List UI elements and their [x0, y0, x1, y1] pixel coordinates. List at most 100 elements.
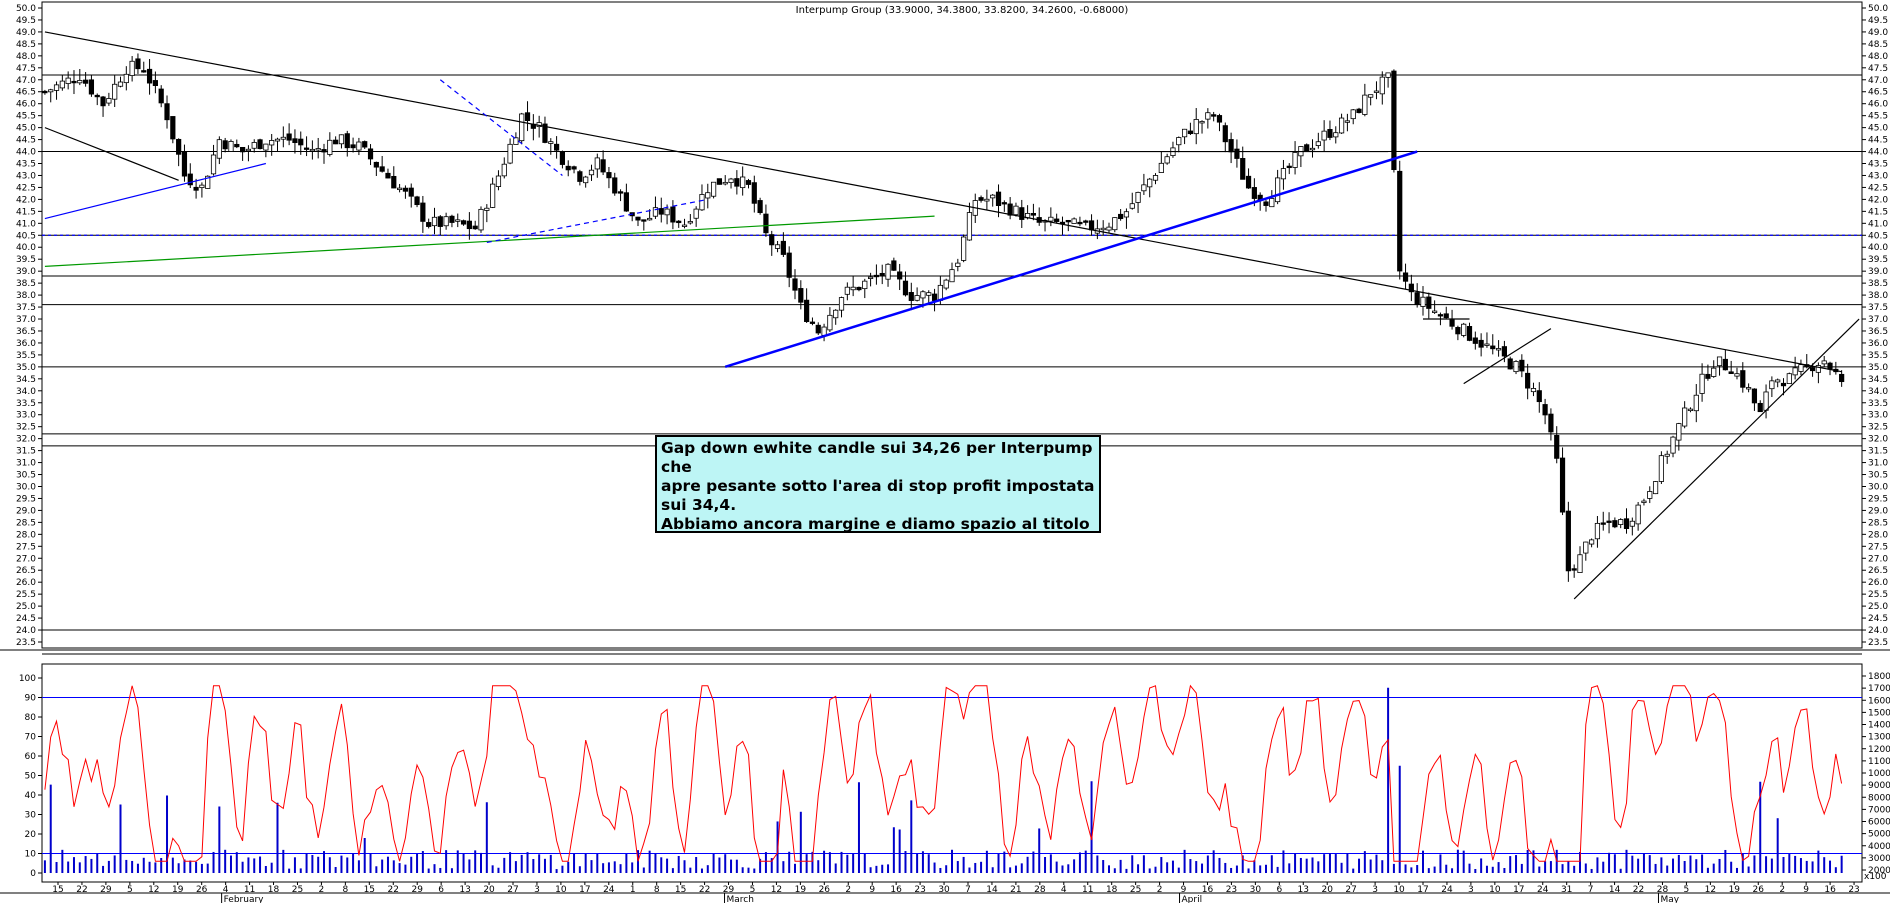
- y-tick-label-left: 48.5: [16, 40, 36, 50]
- candle-down: [1757, 402, 1763, 413]
- candle-down: [1466, 326, 1473, 341]
- x-day-label: 22: [699, 885, 710, 895]
- candle-down: [414, 196, 420, 206]
- candle-up: [943, 279, 949, 289]
- y-tick-label-left: 42.5: [16, 183, 36, 193]
- y-tick-label-left: 23.5: [16, 638, 36, 648]
- candle-down: [995, 191, 1002, 207]
- y-tick-label-left: 38.0: [16, 291, 36, 301]
- y-tick-label-right: 31.0: [1868, 459, 1888, 469]
- y-tick-label-left: 38.5: [16, 279, 36, 289]
- candle-up: [199, 184, 205, 189]
- candle-up: [1530, 388, 1537, 393]
- candle-up: [1129, 203, 1135, 209]
- candle-up: [1746, 387, 1752, 390]
- candle-up: [774, 244, 781, 249]
- candle-down: [1228, 139, 1234, 153]
- candle-up: [867, 276, 874, 279]
- candle-up: [1594, 522, 1601, 540]
- candle-down: [362, 141, 368, 148]
- y-tick-label-left: 26.0: [16, 578, 36, 588]
- candle-down: [379, 166, 385, 172]
- candle-up: [1344, 120, 1350, 123]
- candle-down: [559, 151, 566, 165]
- candle-down: [641, 219, 647, 222]
- osc-tick-label-right: 2000: [1868, 866, 1890, 876]
- candle-up: [728, 178, 734, 183]
- y-tick-label-left: 47.0: [16, 76, 36, 86]
- y-tick-label-right: 42.0: [1868, 195, 1888, 205]
- y-tick-label-right: 37.5: [1868, 303, 1888, 313]
- candle-up: [1379, 76, 1385, 95]
- candle-down: [780, 240, 786, 255]
- osc-tick-label-right: 7000: [1868, 805, 1890, 815]
- chart-title: Interpump Group (33.9000, 34.3800, 33.82…: [796, 5, 1129, 16]
- osc-tick-label-right: 10000: [1868, 769, 1890, 779]
- candle-up: [722, 181, 728, 185]
- candle-up: [274, 138, 281, 142]
- osc-tick-label-right: 15000: [1868, 708, 1890, 718]
- candle-down: [1443, 313, 1449, 319]
- candle-up: [1071, 218, 1077, 224]
- candle-down: [571, 166, 577, 170]
- candle-up: [583, 176, 589, 184]
- x-day-label: 2: [1157, 885, 1163, 895]
- candle-down: [670, 206, 676, 223]
- x-day-label: 19: [1729, 885, 1741, 895]
- candle-up: [833, 309, 839, 319]
- candle-up: [588, 169, 595, 176]
- candle-down: [792, 278, 798, 291]
- x-day-label: 16: [1202, 885, 1214, 895]
- candle-down: [1728, 371, 1734, 374]
- candle-down: [897, 271, 903, 280]
- candle-up: [1275, 177, 1281, 203]
- candle-down: [978, 197, 984, 201]
- candle-down: [1083, 220, 1089, 223]
- x-day-label: 10: [1489, 885, 1501, 895]
- candle-up: [1164, 156, 1170, 164]
- y-tick-label-left: 42.0: [16, 195, 36, 205]
- y-tick-label-right: 34.5: [1868, 375, 1888, 385]
- x-day-label: 28: [1034, 885, 1046, 895]
- candle-up: [1152, 175, 1159, 181]
- candle-down: [88, 79, 95, 95]
- y-tick-label-right: 42.5: [1868, 183, 1888, 193]
- candle-down: [1455, 327, 1461, 335]
- candle-up: [513, 137, 519, 145]
- candle-down: [798, 288, 804, 303]
- trendline: [44, 127, 179, 181]
- candle-up: [1763, 391, 1769, 411]
- osc-tick-label-left: 80: [25, 713, 37, 723]
- osc-tick-label-left: 10: [25, 850, 37, 860]
- candle-down: [373, 161, 379, 168]
- x-day-label: 6: [1276, 885, 1282, 895]
- candle-down: [1263, 201, 1269, 206]
- x-day-label: 13: [1298, 885, 1309, 895]
- price-pane-frame: [41, 1, 1863, 649]
- candle-up: [129, 60, 135, 76]
- candle-down: [1571, 568, 1577, 571]
- candle-down: [1519, 359, 1525, 372]
- candle-up: [501, 163, 507, 177]
- candle-up: [1048, 216, 1054, 222]
- candle-down: [565, 165, 571, 171]
- x-day-label: 9: [869, 885, 875, 895]
- candle-up: [1786, 373, 1792, 385]
- candle-up: [740, 176, 746, 189]
- candle-up: [519, 113, 525, 142]
- osc-tick-label-right: 5000: [1868, 830, 1890, 840]
- candle-up: [478, 208, 484, 231]
- y-tick-label-left: 43.0: [16, 171, 36, 181]
- candle-down: [1542, 404, 1548, 416]
- x-day-label: 3: [1468, 885, 1474, 895]
- osc-tick-label-right: 16000: [1868, 696, 1890, 706]
- x-day-label: 23: [914, 885, 925, 895]
- candle-up: [490, 183, 496, 208]
- candle-down: [158, 88, 164, 104]
- candle-up: [1338, 117, 1345, 134]
- trendline: [486, 198, 708, 244]
- candle-down: [1501, 346, 1507, 357]
- candle-up: [228, 140, 234, 152]
- candle-up: [1309, 147, 1316, 151]
- candle-up: [664, 208, 670, 216]
